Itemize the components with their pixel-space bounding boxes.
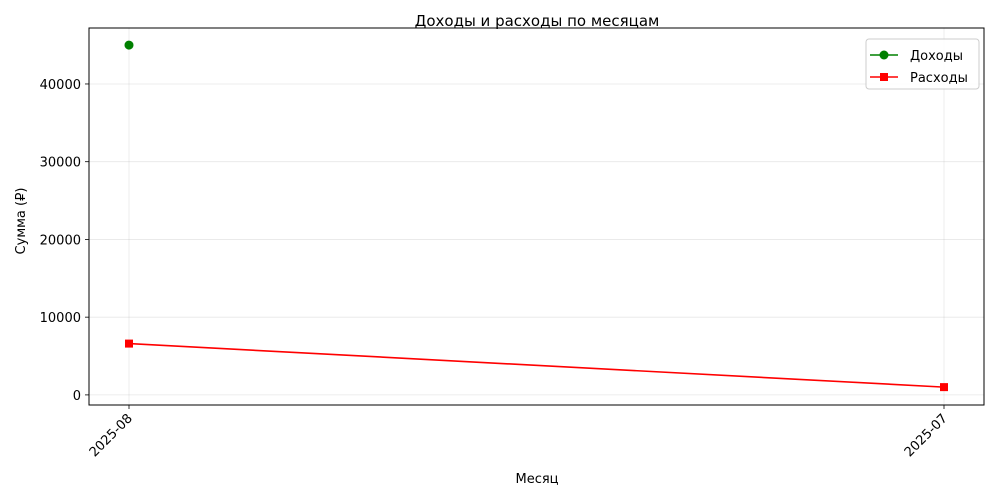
- legend-label: Доходы: [910, 49, 963, 64]
- series-1: [124, 40, 134, 50]
- series-layer: [124, 40, 948, 392]
- x-axis: 2025-08 2025-07: [87, 405, 951, 460]
- legend-marker: [880, 73, 888, 81]
- data-point: [125, 339, 133, 348]
- y-tick-label: 30000: [40, 156, 81, 171]
- legend-item: Доходы: [870, 49, 963, 64]
- y-tick-label: 10000: [40, 311, 81, 326]
- plot-area: [88, 27, 985, 406]
- series-line: [128, 342, 945, 388]
- legend: Доходы Расходы: [865, 38, 980, 90]
- x-tick-label: 2025-07: [902, 411, 951, 460]
- grid: [89, 28, 984, 405]
- y-tick-label: 0: [73, 389, 81, 404]
- y-axis: 0 10000 20000 30000 40000: [40, 78, 89, 404]
- legend-marker: [879, 50, 889, 60]
- series-2: [125, 339, 948, 392]
- x-axis-label: Месяц: [515, 472, 558, 487]
- y-tick-label: 40000: [40, 78, 81, 93]
- legend-label: Расходы: [910, 71, 968, 86]
- data-point: [124, 40, 134, 50]
- y-axis-label: Сумма (₽): [14, 188, 29, 255]
- x-tick-label: 2025-08: [87, 411, 136, 460]
- y-tick-label: 20000: [40, 233, 81, 248]
- legend-item: Расходы: [870, 71, 968, 86]
- data-point: [940, 383, 948, 392]
- chart-title: Доходы и расходы по месяцам: [415, 12, 660, 30]
